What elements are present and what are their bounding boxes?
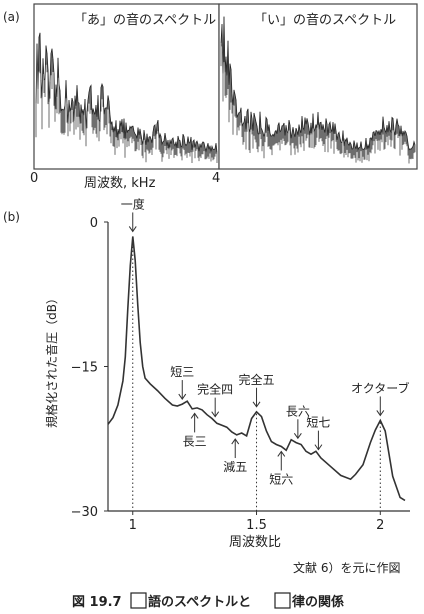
y-axis-label: 規格化された音圧（dB） xyxy=(44,292,59,428)
annotation-label-0: 一度 xyxy=(121,196,145,211)
y-tick-label-1: −15 xyxy=(71,361,98,376)
caption-prefix: 図 19.7 xyxy=(72,595,122,610)
spectrum-a-body xyxy=(35,32,218,163)
x-tick-label-1: 1.5 xyxy=(246,518,267,533)
figure-caption: 図 19.7 語のスペクトルと 律の関係 xyxy=(72,592,344,610)
caption-suffix: 律の関係 xyxy=(292,594,344,610)
y-tick-label-0: 0 xyxy=(90,216,98,231)
spectrum-i-edge xyxy=(220,16,416,151)
caption-box-1 xyxy=(130,592,147,609)
panel-a-x-axis-label: 周波数, kHz xyxy=(84,176,156,191)
annotation-arrowhead-1 xyxy=(178,393,187,400)
annotation-arrowhead-4 xyxy=(231,438,240,445)
series-line xyxy=(107,236,406,502)
spectrum-i-panel: 「い」の音のスペクトル xyxy=(218,3,418,170)
annotation-arrowhead-7 xyxy=(293,432,302,440)
x-tick-label-2: 2 xyxy=(376,518,384,533)
annotation-label-9: オクターブ xyxy=(351,380,410,395)
annotation-label-2: 長三 xyxy=(183,434,207,448)
spectrum-i-title: 「い」の音のスペクトル xyxy=(254,12,396,28)
x-ticks: 1 1.5 2 xyxy=(129,511,384,533)
caption-mid: 語のスペクトルと xyxy=(148,594,251,610)
caption-box-2 xyxy=(274,592,291,609)
spectrum-a-trace xyxy=(35,32,218,163)
annotation-label-3: 完全四 xyxy=(197,382,233,397)
annotation-label-8: 短七 xyxy=(306,416,330,430)
annotation-label-7: 長六 xyxy=(286,404,310,418)
annotation-arrowhead-2 xyxy=(190,412,199,419)
annotation-arrowhead-0 xyxy=(128,226,137,233)
annotation-label-5: 完全五 xyxy=(239,372,275,387)
spectrum-a-panel: 「あ」の音のスペクトル xyxy=(33,3,220,170)
spectrum-a-title: 「あ」の音のスペクトル xyxy=(74,12,216,28)
panel-a-x-tick-4: 4 xyxy=(212,171,220,186)
annotation-label-6: 短六 xyxy=(269,472,293,486)
dotted-markers xyxy=(132,238,381,511)
panel-a-label: (a) xyxy=(3,10,20,24)
annotation-arrowhead-5 xyxy=(252,401,261,408)
annotation-arrowhead-9 xyxy=(376,410,385,417)
y-ticks: 0 −15 −30 xyxy=(71,216,108,520)
x-axis-label: 周波数比 xyxy=(229,535,281,550)
annotation-arrowhead-3 xyxy=(211,411,220,418)
interval-chart: 0−15−30 1 1.5 2 一度短三長三完全四減五完全五短六長六短七オクターブ … xyxy=(44,196,410,550)
annotation-label-1: 短三 xyxy=(170,365,194,379)
annotation-arrowhead-8 xyxy=(314,444,323,451)
x-tick-label-0: 1 xyxy=(129,518,137,533)
spectrum-a-edge xyxy=(35,32,218,153)
y-tick-label-2: −30 xyxy=(71,505,98,520)
source-note: 文献 6）を元に作図 xyxy=(293,560,400,575)
spectrum-i-trace xyxy=(220,16,416,164)
spectrum-i-body xyxy=(220,16,416,164)
annotation-arrowhead-6 xyxy=(277,450,286,457)
panel-b-label: (b) xyxy=(3,210,20,224)
panel-a-x-tick-0: 0 xyxy=(30,171,38,186)
annotation-label-4: 減五 xyxy=(223,459,247,474)
